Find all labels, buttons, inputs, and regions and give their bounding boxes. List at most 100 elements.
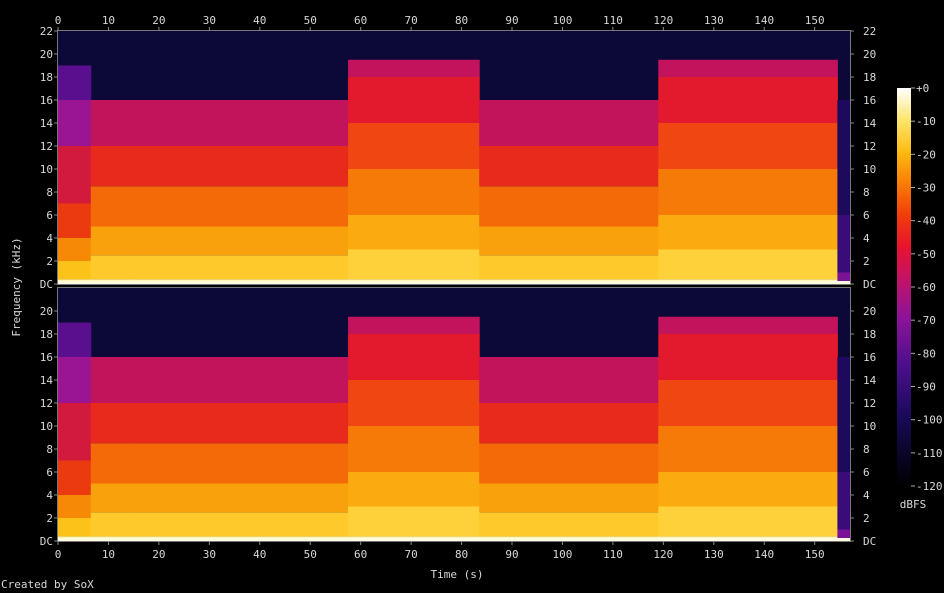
y-tick-label-right: 4 (863, 489, 870, 502)
colorbar-tick-label: -30 (916, 182, 936, 195)
y-tick-label-right: 16 (863, 94, 876, 107)
spectrum-band (131, 146, 349, 187)
y-tick-label-left: 14 (40, 374, 54, 387)
spectrum-band (348, 169, 480, 215)
spectrum-band (479, 146, 659, 187)
channel-2-plot (57, 287, 851, 542)
spectrum-band (658, 426, 838, 472)
colorbar-tick-label: -40 (916, 215, 936, 228)
spectrum-band (131, 100, 349, 146)
spectrum-band (348, 316, 480, 334)
spectrum-band (479, 226, 659, 256)
spectrum-band (479, 443, 659, 484)
spectrum-band (58, 495, 92, 518)
spectrum-band (131, 226, 349, 256)
channel-1-frame (57, 30, 851, 285)
y-tick-label-right: 20 (863, 305, 876, 318)
spectrum-band (90, 443, 132, 484)
spectrum-band (58, 460, 92, 495)
spectrum-band (837, 472, 851, 530)
spectrum-band (90, 403, 132, 444)
spectrum-band (348, 426, 480, 472)
colorbar-tick-label: -50 (916, 248, 936, 261)
spectrum-band (479, 483, 659, 513)
x-tick-label: 20 (152, 14, 165, 27)
x-tick-label: 50 (304, 14, 317, 27)
y-tick-label-left: 14 (40, 117, 54, 130)
x-tick-label: 50 (304, 548, 317, 561)
x-tick-label: 30 (203, 548, 216, 561)
y-tick-label-right: 4 (863, 232, 870, 245)
y-tick-label-right: 8 (863, 443, 870, 456)
spectrum-band (58, 203, 92, 238)
y-tick-label-right: 18 (863, 328, 876, 341)
spectrum-band (658, 249, 838, 280)
spectrum-band (131, 186, 349, 227)
colorbar-tick-label: +0 (916, 82, 929, 95)
x-tick-label: 120 (653, 548, 673, 561)
y-tick-label-left: 20 (40, 48, 53, 61)
spectrum-band (131, 512, 349, 537)
spectrum-band (58, 146, 92, 204)
spectrum-band (58, 238, 92, 261)
dc-line (58, 538, 850, 541)
spectrum-band (90, 483, 132, 513)
x-tick-label: 40 (253, 14, 266, 27)
spectrum-band (348, 123, 480, 169)
y-tick-label-right: 18 (863, 71, 876, 84)
x-tick-label: 130 (704, 548, 724, 561)
y-tick-label-left: 16 (40, 94, 53, 107)
spectrum-band (837, 357, 851, 472)
spectrum-band (348, 380, 480, 426)
spectrum-band (348, 506, 480, 537)
spectrum-band (58, 322, 92, 357)
spectrum-band (658, 316, 838, 334)
x-tick-label: 120 (653, 14, 673, 27)
y-tick-label-right: 8 (863, 186, 870, 199)
x-tick-label: 0 (55, 548, 62, 561)
colorbar-tick-label: -120 (916, 480, 943, 493)
spectrum-band (658, 334, 838, 380)
x-tick-label: 20 (152, 548, 165, 561)
channel-2-spectrum (58, 316, 851, 541)
y-tick-label-left: 6 (46, 209, 53, 222)
spectrum-band (348, 77, 480, 123)
x-tick-label: 60 (354, 14, 367, 27)
y-tick-label-right: 14 (863, 374, 877, 387)
colorbar-tick-label: -70 (916, 314, 936, 327)
spectrum-band (658, 380, 838, 426)
spectrum-band (479, 512, 659, 537)
x-tick-label: 70 (404, 548, 417, 561)
dc-line (58, 281, 850, 284)
spectrum-band (658, 59, 838, 77)
colorbar-tick-label: -20 (916, 148, 936, 161)
y-tick-label-left: 2 (46, 512, 53, 525)
y-tick-label-left: 12 (40, 397, 53, 410)
y-tick-label-right: 10 (863, 163, 876, 176)
x-tick-label: 110 (603, 14, 623, 27)
spectrum-band (658, 77, 838, 123)
x-tick-label: 90 (505, 14, 518, 27)
spectrum-band (131, 403, 349, 444)
y-tick-label-right: 6 (863, 466, 870, 479)
x-tick-label: 0 (55, 14, 62, 27)
colorbar-tick-label: -100 (916, 414, 943, 427)
y-tick-label-left: 16 (40, 351, 53, 364)
y-tick-label-left: 2 (46, 255, 53, 268)
spectrum-band (658, 215, 838, 250)
x-axis-label: Time (s) (431, 568, 484, 581)
x-tick-label: 60 (354, 548, 367, 561)
spectrum-band (479, 100, 659, 146)
y-tick-label-left: 8 (46, 443, 53, 456)
y-tick-label-left: 4 (46, 489, 53, 502)
channel-1-spectrum (58, 59, 851, 284)
y-tick-label-left: 18 (40, 71, 53, 84)
spectrum-band (90, 255, 132, 280)
x-tick-label: 150 (805, 14, 825, 27)
spectrum-band (837, 215, 851, 273)
spectrum-band (58, 403, 92, 461)
spectrum-band (479, 186, 659, 227)
spectrum-band (58, 261, 92, 280)
